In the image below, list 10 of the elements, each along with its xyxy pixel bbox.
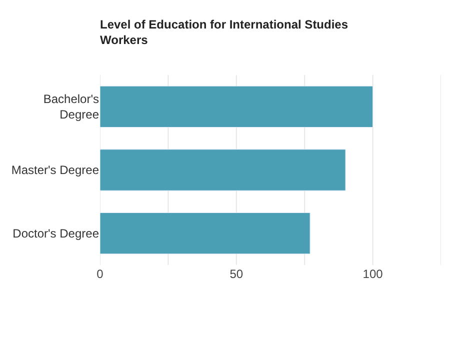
bar	[100, 86, 374, 128]
bar	[100, 149, 346, 191]
x-tick-label: 50	[230, 267, 244, 281]
x-tick-label: 0	[96, 267, 104, 281]
y-tick-label: Master's Degree	[11, 163, 100, 178]
x-tick-label: 100	[362, 267, 384, 281]
y-tick-label: Doctor's Degree	[12, 226, 100, 241]
bar	[100, 212, 310, 254]
y-tick-label: Bachelor's Degree	[43, 92, 100, 122]
chart-title: Level of Education for International Studies Workers	[100, 18, 348, 48]
